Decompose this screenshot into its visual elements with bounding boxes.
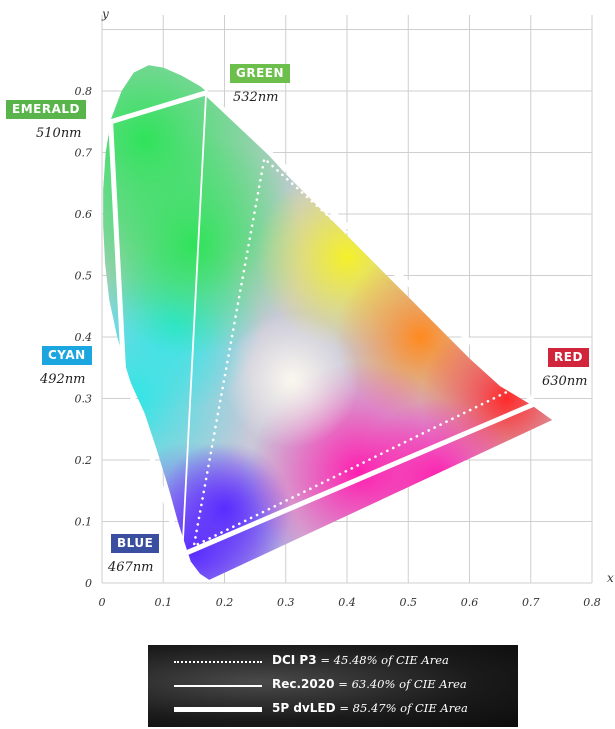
y-tick-label: 0.5 — [75, 270, 93, 283]
y-tick-label: 0.4 — [75, 331, 93, 344]
y-tick-label: 0 — [85, 577, 92, 590]
axis-ticks: 0 0.1 0.2 0.3 0.4 0.5 0.6 0.7 0.8 0 0.1 0.2 0.3 0.4 0.… — [75, 85, 601, 609]
wavelength-cyan: 492nm — [40, 372, 86, 387]
gamut-dci-p3 — [192, 156, 521, 549]
y-tick-label: 0.3 — [75, 393, 93, 406]
thick-line-icon — [174, 707, 262, 712]
legend: DCI P3 = 45.48% of CIE Area Rec.2020 = 6… — [148, 645, 518, 727]
badge-green: GREEN — [230, 64, 291, 83]
x-tick-label: 0.4 — [338, 596, 356, 609]
gamut-lines — [108, 89, 541, 559]
x-tick-label: 0 — [99, 596, 106, 609]
wavelength-blue: 467nm — [108, 560, 154, 575]
badge-emerald: EMERALD — [6, 100, 86, 119]
legend-value: = 85.47% of CIE Area — [339, 701, 468, 715]
legend-item-dci-p3: DCI P3 = 45.48% of CIE Area — [148, 651, 518, 673]
x-tick-label: 0.8 — [583, 596, 601, 609]
y-axis-label: y — [101, 7, 109, 21]
y-tick-label: 0.2 — [75, 454, 93, 467]
y-tick-label: 0.1 — [75, 516, 93, 529]
legend-item-5p-dvled: 5P dvLED = 85.47% of CIE Area — [148, 699, 518, 721]
x-tick-label: 0.1 — [155, 596, 173, 609]
x-tick-label: 0.6 — [461, 596, 479, 609]
x-tick-label: 0.5 — [400, 596, 418, 609]
wavelength-red: 630nm — [542, 374, 588, 389]
legend-value: = 63.40% of CIE Area — [338, 677, 467, 691]
legend-name: DCI P3 — [272, 653, 317, 667]
badge-red: RED — [548, 348, 589, 367]
dotted-line-icon — [174, 661, 262, 663]
wavelength-green: 532nm — [233, 90, 279, 105]
legend-item-rec2020: Rec.2020 = 63.40% of CIE Area — [148, 675, 518, 697]
gamut-5p-dvled — [108, 89, 541, 559]
x-tick-label: 0.7 — [522, 596, 540, 609]
badge-blue: BLUE — [111, 534, 160, 553]
badge-cyan: CYAN — [42, 346, 92, 365]
cie-chart: 0 0.1 0.2 0.3 0.4 0.5 0.6 0.7 0.8 0 0.1 0.2 0.3 0.4 0.… — [75, 7, 615, 609]
x-axis-label: x — [607, 571, 614, 585]
y-tick-label: 0.8 — [75, 85, 93, 98]
wavelength-emerald: 510nm — [36, 126, 82, 141]
legend-name: 5P dvLED — [272, 701, 336, 715]
x-tick-label: 0.3 — [277, 596, 295, 609]
y-tick-label: 0.6 — [75, 208, 93, 221]
legend-name: Rec.2020 — [272, 677, 335, 691]
thin-line-icon — [174, 685, 262, 687]
legend-value: = 45.48% of CIE Area — [320, 653, 449, 667]
x-tick-label: 0.2 — [216, 596, 234, 609]
y-tick-label: 0.7 — [75, 147, 93, 160]
